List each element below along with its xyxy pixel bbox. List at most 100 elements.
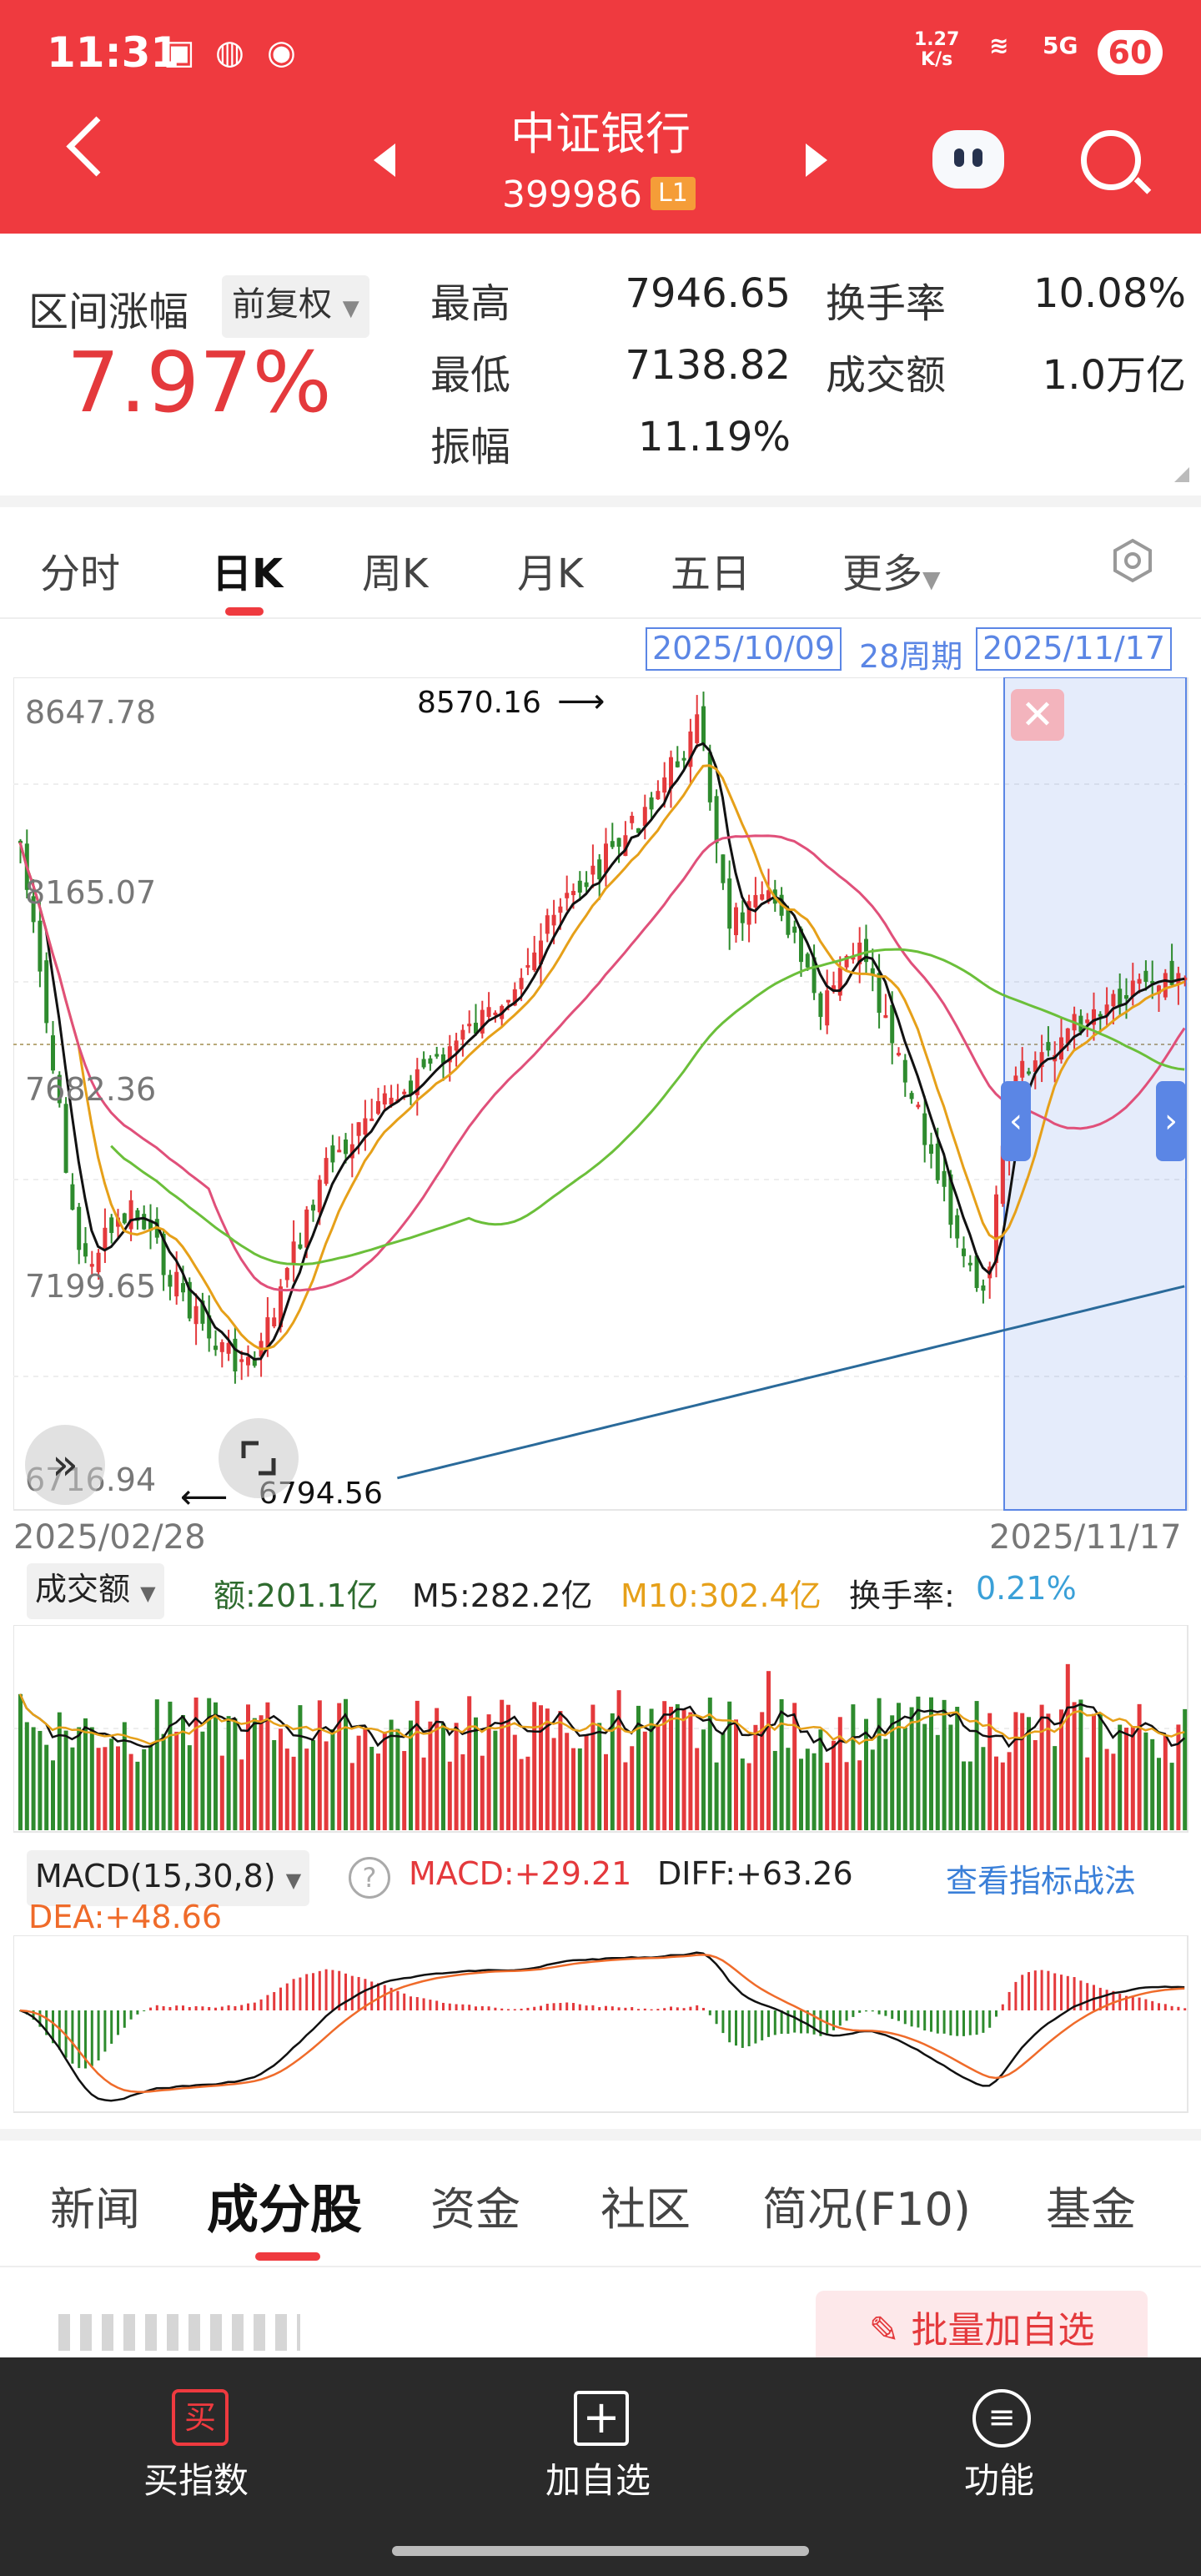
tab-five-day[interactable]: 五日 [671,551,751,597]
edit-icon: ✎ [868,2309,900,2352]
volume-bar [103,1747,108,1830]
volume-bar [532,1702,537,1830]
candle-body [539,940,543,964]
close-selection-icon[interactable]: ✕ [1011,689,1064,741]
kline-chart[interactable] [13,677,1189,1512]
candle-body [18,840,23,843]
macd-bar [754,2010,757,2044]
tab-intraday[interactable]: 分时 [40,551,121,597]
volume-bar [506,1704,510,1830]
volume-bar [902,1728,907,1830]
tab-weekly-k[interactable]: 周K [362,551,429,597]
candle-body [1020,1060,1025,1078]
volume-bar [31,1727,36,1830]
tab-more[interactable]: 更多▼ [842,541,941,599]
macd-bar [377,1983,379,2010]
selection-right-handle[interactable]: › [1156,1081,1186,1161]
candle-body [486,1007,491,1018]
max-price-label: 8570.16 [417,686,541,720]
candle-body [246,1356,250,1366]
selection-left-handle[interactable]: ‹ [1001,1081,1031,1161]
volume-bar [109,1738,114,1830]
candle-body [902,1059,907,1083]
candle-body [265,1317,270,1348]
tab-daily-k[interactable]: 日K [212,551,284,597]
range-end-date[interactable]: 2025/11/17 [976,627,1173,671]
candle-body [616,838,621,848]
dea-line [19,1953,1185,2093]
macd-bar [949,2010,952,2035]
candle-body [649,797,654,810]
adjust-selector[interactable]: 前复权 ▼ [222,275,369,338]
volume-bar [369,1747,374,1830]
level-badge: L1 [651,177,696,210]
volume-bar [500,1699,505,1830]
robot-assistant-icon[interactable] [932,130,1004,189]
candle-body [1183,977,1188,980]
candle-body [389,1097,394,1105]
indicator-strategy-link[interactable]: 查看指标战法 [946,1863,1137,1899]
search-icon[interactable] [1081,130,1141,190]
expand-corner-icon[interactable] [1174,467,1189,482]
candle-body [428,1058,433,1064]
nav-functions[interactable]: 功能 [964,2460,1035,2501]
candle-body [565,893,570,898]
tab-monthly-k[interactable]: 月K [517,551,584,597]
volume-bar [734,1719,738,1830]
candle-body [851,957,856,960]
candle-body [142,1214,147,1230]
volume-bar [344,1698,348,1830]
candle-body [1098,1014,1103,1017]
tab-news[interactable]: 新闻 [50,2183,140,2236]
date-end: 2025/11/17 [989,1518,1182,1557]
macd-bar [129,2010,133,2020]
candle-body [701,706,706,745]
macd-bar [194,2005,198,2010]
prev-stock-icon[interactable] [374,143,395,177]
range-start-date[interactable]: 2025/10/09 [646,627,842,671]
help-icon[interactable]: ? [349,1857,390,1899]
volume-bar [70,1747,75,1830]
buy-index-icon[interactable]: 买 [172,2389,229,2446]
scroll-latest-icon[interactable]: » [25,1425,105,1505]
macd-bar [273,1992,276,2010]
fullscreen-icon[interactable] [219,1418,299,1498]
menu-icon[interactable]: ≡ [972,2389,1031,2448]
amount-value: 1.0万亿 [1042,352,1186,399]
macd-bar [1163,2004,1167,2010]
volume-bar [584,1734,589,1830]
add-watchlist-icon[interactable]: + [574,2391,629,2446]
macd-bar [591,2005,595,2010]
volume-bar [421,1757,426,1830]
tab-community[interactable]: 社区 [600,2183,691,2236]
volume-bar [272,1740,277,1830]
tab-constituents[interactable]: 成分股 [207,2179,363,2240]
macd-bar [545,2003,549,2010]
candle-body [239,1359,244,1362]
candle-body [734,907,738,936]
nav-add-watchlist[interactable]: 加自选 [545,2460,651,2501]
candle-body [279,1286,283,1327]
candle-body [669,757,673,789]
volume-bar [857,1760,862,1830]
volume-selector[interactable]: 成交额 ▼ [27,1563,164,1619]
tab-f10[interactable]: 简况(F10) [762,2183,971,2236]
macd-bar [1047,1970,1050,2010]
volume-bar [649,1708,654,1830]
tab-funds-flow[interactable]: 资金 [430,2183,520,2236]
y-tick: 7199.65 [25,1268,157,1305]
selection-region [1003,677,1187,1511]
candle-body [109,1217,114,1234]
settings-icon[interactable] [1109,537,1156,584]
home-indicator[interactable] [392,2546,809,2556]
next-stock-icon[interactable] [806,143,827,177]
nav-buy-index[interactable]: 买指数 [143,2460,249,2501]
amplitude-label: 振幅 [430,424,511,470]
macd-selector[interactable]: MACD(15,30,8) ▼ [27,1850,310,1906]
candle-body [402,1091,407,1094]
volume-bar [1098,1713,1103,1830]
volume-bar [818,1729,823,1830]
volume-bar [746,1763,751,1830]
tab-fund[interactable]: 基金 [1046,2183,1136,2236]
candle-body [916,1104,921,1108]
